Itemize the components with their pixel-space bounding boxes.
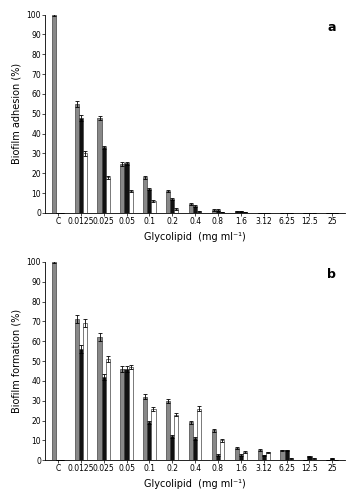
Bar: [75, 320, 79, 460]
Bar: [174, 414, 178, 460]
Bar: [75, 104, 79, 213]
Bar: [197, 212, 201, 213]
Bar: [125, 164, 129, 213]
Bar: [170, 199, 174, 213]
Bar: [307, 456, 312, 460]
Text: b: b: [327, 268, 336, 281]
Bar: [52, 262, 56, 460]
Bar: [174, 209, 178, 213]
Bar: [166, 400, 170, 460]
X-axis label: Glycolipid  (mg ml⁻¹): Glycolipid (mg ml⁻¹): [144, 479, 246, 489]
Text: a: a: [328, 20, 336, 34]
Bar: [284, 450, 289, 460]
Bar: [129, 367, 133, 460]
Bar: [106, 177, 110, 213]
Y-axis label: Biofilm adhesion (%): Biofilm adhesion (%): [11, 63, 21, 164]
Bar: [79, 118, 83, 213]
Bar: [189, 422, 193, 460]
Bar: [129, 191, 133, 213]
Bar: [106, 359, 110, 460]
Bar: [101, 148, 106, 213]
Bar: [197, 408, 201, 460]
Bar: [235, 448, 239, 460]
Bar: [220, 212, 224, 213]
Bar: [98, 118, 101, 213]
Bar: [216, 210, 220, 213]
Bar: [79, 349, 83, 460]
Bar: [147, 189, 151, 213]
Bar: [212, 210, 216, 213]
Bar: [143, 177, 147, 213]
Bar: [120, 164, 125, 213]
Bar: [216, 455, 220, 460]
Bar: [257, 450, 262, 460]
Bar: [239, 455, 243, 460]
Bar: [151, 408, 156, 460]
Bar: [170, 436, 174, 460]
X-axis label: Glycolipid  (mg ml⁻¹): Glycolipid (mg ml⁻¹): [144, 232, 246, 241]
Bar: [83, 154, 87, 213]
Bar: [120, 369, 125, 460]
Bar: [189, 204, 193, 213]
Bar: [281, 450, 284, 460]
Bar: [83, 324, 87, 460]
Bar: [312, 458, 316, 460]
Bar: [193, 438, 197, 460]
Bar: [125, 369, 129, 460]
Bar: [98, 337, 101, 460]
Bar: [262, 455, 266, 460]
Bar: [235, 212, 239, 213]
Bar: [151, 201, 156, 213]
Bar: [166, 191, 170, 213]
Bar: [212, 430, 216, 460]
Y-axis label: Biofilm formation (%): Biofilm formation (%): [11, 309, 21, 413]
Bar: [243, 212, 247, 213]
Bar: [266, 452, 270, 460]
Bar: [101, 377, 106, 460]
Bar: [143, 396, 147, 460]
Bar: [52, 14, 56, 213]
Bar: [147, 422, 151, 460]
Bar: [193, 206, 197, 213]
Bar: [220, 440, 224, 460]
Bar: [243, 452, 247, 460]
Bar: [239, 212, 243, 213]
Bar: [289, 458, 293, 460]
Bar: [330, 458, 334, 460]
